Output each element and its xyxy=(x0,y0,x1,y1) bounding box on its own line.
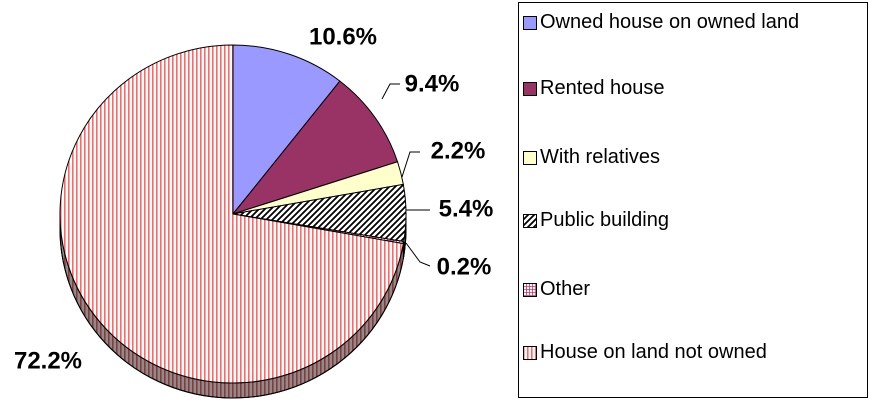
legend-item: House on land not owned xyxy=(523,340,863,365)
legend-label: House on land not owned xyxy=(540,341,767,363)
legend-item: Other xyxy=(523,277,863,302)
legend-item: Rented house xyxy=(523,76,863,101)
legend-swatch xyxy=(523,283,537,297)
pie-slice xyxy=(231,80,399,215)
legend-label: Owned house on owned land xyxy=(540,11,800,33)
legend-swatch xyxy=(523,214,537,228)
legend-swatch xyxy=(523,82,537,96)
data-label: 5.4% xyxy=(439,195,494,222)
legend: Owned house on owned land Rented house Wit… xyxy=(518,2,868,398)
legend-swatch xyxy=(523,16,537,30)
leader-line xyxy=(381,83,400,100)
legend-item: With relatives xyxy=(523,145,863,170)
leader-line xyxy=(401,151,420,178)
legend-item: Owned house on owned land xyxy=(523,10,863,35)
legend-swatch xyxy=(523,346,537,360)
pie-slice xyxy=(232,44,341,216)
data-label: 72.2% xyxy=(14,347,82,374)
legend-label: Other xyxy=(540,278,591,300)
leader-line xyxy=(405,242,431,267)
legend-swatch xyxy=(523,151,537,165)
data-label: 9.4% xyxy=(405,70,460,97)
legend-label: Rented house xyxy=(540,77,665,99)
chart: 10.6% 9.4% 2.2% 5.4% 0.2% 72.2% xyxy=(14,23,494,399)
legend-item: Public building xyxy=(523,208,863,233)
data-label: 2.2% xyxy=(431,137,486,164)
data-label: 0.2% xyxy=(437,253,492,280)
data-label: 10.6% xyxy=(309,23,377,50)
legend-label: Public building xyxy=(540,209,669,231)
legend-label: With relatives xyxy=(540,146,661,168)
pie-slice xyxy=(59,44,404,384)
